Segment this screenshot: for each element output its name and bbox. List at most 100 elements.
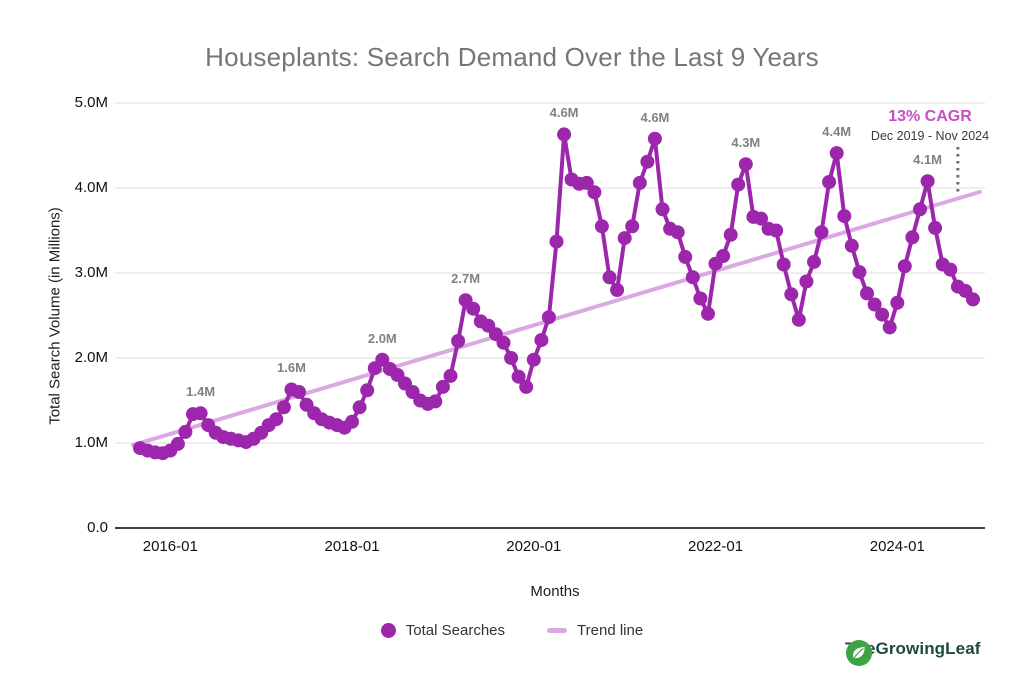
y-tick-label: 1.0M	[74, 434, 108, 451]
peak-annotation: 4.3M	[731, 135, 761, 151]
data-point-2023-11	[875, 307, 890, 322]
data-point-2024-08	[943, 262, 958, 277]
data-point-2023-07	[844, 238, 859, 253]
data-point-2021-05	[647, 131, 662, 146]
peak-annotation: 4.4M	[822, 124, 852, 140]
data-point-2020-11	[602, 270, 617, 285]
data-point-2022-11	[784, 287, 799, 302]
data-point-2021-12	[701, 306, 715, 321]
cagr-label: 13% CAGR	[888, 108, 972, 125]
data-point-2021-03	[632, 175, 647, 190]
legend-item-total-searches: Total Searches	[380, 622, 506, 639]
peak-annotation: 4.6M	[549, 105, 579, 121]
data-point-2016-02	[170, 436, 185, 451]
data-point-2017-06	[292, 385, 306, 399]
data-point-2024-11	[966, 292, 980, 307]
data-point-2017-03	[269, 412, 284, 427]
data-point-2021-01	[617, 231, 632, 246]
data-point-2019-01	[435, 379, 450, 394]
data-point-2021-11	[693, 291, 708, 306]
legend-label-trend-line: Trend line	[577, 622, 644, 639]
data-point-2018-02	[352, 400, 367, 415]
trend-line	[131, 189, 982, 448]
data-point-2022-04	[731, 177, 746, 192]
data-point-2019-10	[504, 351, 519, 365]
peak-annotation: 4.6M	[640, 109, 670, 125]
legend-item-trend-line: Trend line	[547, 622, 643, 639]
data-point-2023-04	[822, 175, 837, 189]
data-point-2023-03	[814, 225, 829, 240]
y-tick-label: 5.0M	[74, 94, 108, 111]
y-tick-label: 3.0M	[74, 264, 108, 281]
data-point-2018-05	[375, 352, 390, 367]
data-point-2018-03	[360, 383, 375, 398]
peak-annotation: 4.1M	[913, 152, 943, 168]
data-point-2024-04	[913, 202, 927, 217]
data-point-2019-03	[451, 334, 466, 348]
y-tick-label: 2.0M	[74, 349, 108, 366]
data-point-2019-05	[466, 301, 481, 316]
total-searches-dot-icon	[380, 623, 396, 638]
data-point-2017-04	[276, 400, 291, 415]
data-point-2022-02	[716, 249, 731, 263]
data-point-2021-08	[670, 225, 685, 240]
data-point-2020-08	[579, 175, 594, 190]
peak-annotation: 1.6M	[277, 360, 306, 376]
data-point-2024-06	[928, 220, 943, 235]
y-tick-label: 4.0M	[74, 179, 108, 196]
x-tick-label: 2018-01	[324, 538, 380, 555]
y-axis-title: Total Search Volume (in Millions)	[46, 207, 64, 425]
data-point-2020-09	[587, 185, 602, 200]
data-point-2018-12	[428, 394, 443, 409]
peak-annotation: 2.0M	[367, 330, 397, 346]
x-tick-label: 2024-01	[869, 538, 925, 555]
legend-label-total-searches: Total Searches	[405, 622, 506, 639]
data-point-2019-02	[443, 368, 458, 383]
cagr-period-label: Dec 2019 - Nov 2024	[870, 129, 990, 143]
data-point-2023-05	[829, 146, 844, 161]
data-point-2018-01	[345, 414, 359, 429]
data-point-2020-05	[557, 127, 572, 142]
data-point-2023-10	[867, 297, 882, 312]
data-point-2023-02	[807, 254, 821, 269]
data-point-2019-09	[496, 335, 511, 350]
data-point-2024-05	[920, 174, 935, 189]
data-point-2022-12	[791, 312, 806, 327]
data-point-2022-07	[754, 211, 768, 226]
data-point-2022-09	[769, 223, 784, 238]
data-point-2019-12	[519, 379, 534, 394]
y-tick-label: 0.0	[87, 519, 108, 536]
data-point-2020-01	[526, 352, 541, 367]
data-point-2023-08	[852, 265, 867, 280]
chart-title: Houseplants: Search Demand Over the Last…	[205, 42, 819, 72]
data-point-2020-02	[534, 333, 549, 348]
data-point-2023-01	[799, 274, 814, 289]
data-point-2023-12	[882, 320, 897, 335]
data-point-2021-04	[640, 154, 655, 169]
peak-annotation: 2.7M	[451, 271, 481, 287]
data-point-2024-02	[897, 259, 912, 274]
data-point-2022-05	[738, 157, 753, 172]
data-point-2023-06	[837, 209, 852, 224]
data-point-2016-05	[193, 406, 208, 421]
trend-line-dash-icon	[547, 628, 568, 633]
data-point-2019-11	[511, 369, 526, 384]
leaf-icon	[846, 640, 872, 666]
data-point-2022-10	[776, 257, 791, 272]
data-point-2024-01	[890, 295, 905, 310]
peak-annotation: 1.4M	[186, 384, 216, 400]
data-point-2021-10	[685, 270, 700, 285]
data-point-2024-03	[905, 230, 920, 245]
data-point-2020-10	[594, 219, 609, 234]
data-point-2020-04	[549, 234, 564, 249]
data-point-2021-09	[678, 249, 693, 264]
data-point-2022-03	[723, 227, 738, 242]
brand-logo: TheGrowingLeaf	[845, 639, 981, 666]
data-point-2021-06	[655, 202, 670, 217]
data-point-2020-03	[541, 310, 556, 325]
data-point-2023-09	[860, 286, 874, 301]
data-point-2021-02	[625, 219, 640, 234]
x-tick-label: 2020-01	[506, 538, 562, 555]
